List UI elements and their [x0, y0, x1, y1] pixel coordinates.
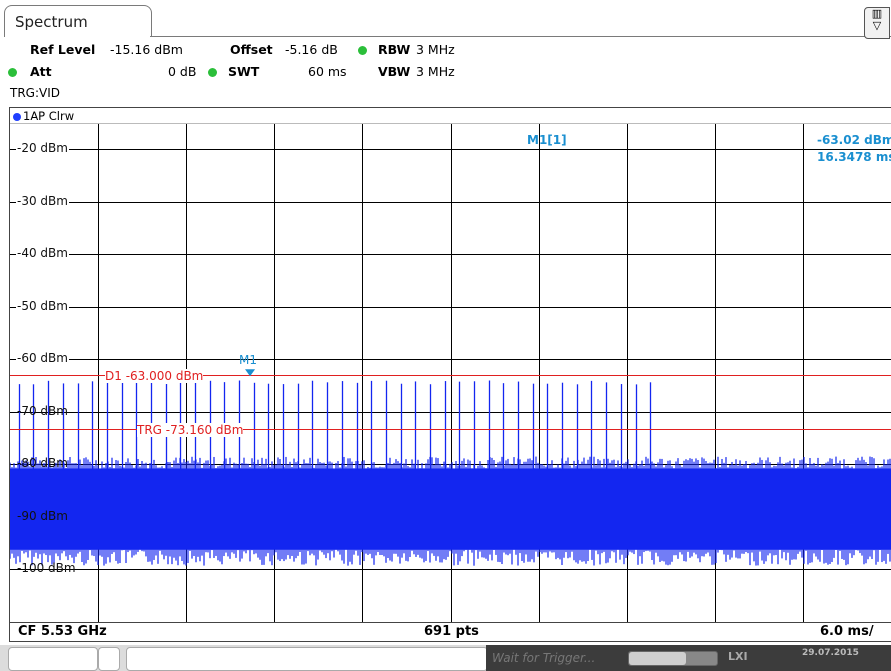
coupled-dot-icon — [8, 68, 17, 77]
vbw-value: 3 MHz — [416, 64, 455, 79]
swt-coupled-indicator — [208, 64, 221, 79]
status-field-1[interactable] — [8, 647, 98, 671]
display-line-d1-label: D1 -63.000 dBm — [105, 368, 204, 383]
ref-level-label: Ref Level — [30, 42, 96, 57]
reference-lines — [10, 375, 891, 430]
y-axis-label: -100 dBm — [17, 561, 76, 576]
window-menu-icon: ▥ ▽ — [871, 7, 883, 32]
time-per-division: 6.0 ms/ — [820, 624, 874, 639]
tab-title: Spectrum — [15, 13, 88, 31]
trace-dot-icon — [13, 112, 21, 121]
offset-value: -5.16 dB — [285, 42, 338, 57]
marker-m1-tag: M1 — [239, 353, 258, 368]
y-axis-label: -70 dBm — [17, 403, 68, 418]
att-label: Att — [30, 64, 52, 79]
marker-readout-label: M1[1] — [527, 133, 567, 147]
status-field-3[interactable] — [126, 647, 488, 671]
trace-label[interactable]: 1AP Clrw — [13, 109, 74, 123]
y-axis-label: -50 dBm — [16, 298, 69, 313]
status-field-2[interactable] — [98, 647, 120, 671]
sweep-progress-bar — [628, 651, 718, 666]
plot-header-divider — [10, 123, 891, 124]
att-indicator — [8, 64, 21, 79]
y-axis-label: -90 dBm — [17, 508, 68, 523]
sweep-points: 691 pts — [424, 624, 479, 639]
rbw-label: RBW — [378, 42, 411, 57]
y-axis-label: -30 dBm — [16, 193, 69, 208]
noise-band — [10, 456, 891, 566]
sweep-progress-fill — [629, 652, 687, 665]
window-menu-button[interactable]: ▥ ▽ — [864, 7, 890, 39]
swt-label: SWT — [228, 64, 260, 79]
marker-level-readout: -63.02 dBm — [817, 133, 891, 147]
offset-label: Offset — [230, 42, 273, 57]
spectrum-trace-plot[interactable] — [10, 124, 891, 622]
tab-divider — [150, 36, 891, 37]
status-date: 29.07.2015 — [802, 648, 859, 658]
noise-floor-fill — [10, 468, 891, 550]
marker-group — [245, 369, 256, 377]
center-frequency: CF 5.53 GHz — [18, 624, 107, 639]
lxi-icon: LXI — [728, 650, 748, 663]
coupled-dot-icon — [358, 46, 367, 55]
trigger-setting: TRG:VID — [10, 86, 60, 100]
marker-time-readout: 16.3478 ms — [817, 150, 891, 164]
trigger-line-label: TRG -73.160 dBm — [137, 422, 244, 437]
ref-level-value: -15.16 dBm — [110, 42, 183, 57]
rbw-value: 3 MHz — [416, 42, 455, 57]
y-axis-label: -60 dBm — [16, 351, 69, 366]
swt-value: 60 ms — [308, 64, 347, 79]
marker-m1-triangle-icon — [245, 369, 256, 377]
vbw-label: VBW — [378, 64, 411, 79]
plot-footer: CF 5.53 GHz 691 pts 6.0 ms/ — [10, 622, 891, 641]
y-axis-label: -20 dBm — [16, 141, 69, 156]
trace-label-text: 1AP Clrw — [23, 109, 75, 123]
y-axis-label: -40 dBm — [16, 246, 69, 261]
rbw-coupled-indicator — [358, 42, 371, 57]
att-value: 0 dB — [168, 64, 197, 79]
y-axis-label: -80 dBm — [17, 456, 68, 471]
pulse-lines — [18, 380, 652, 471]
tab-spectrum[interactable]: Spectrum — [4, 5, 152, 37]
status-message: Wait for Trigger... — [492, 651, 596, 665]
coupled-dot-icon — [208, 68, 217, 77]
